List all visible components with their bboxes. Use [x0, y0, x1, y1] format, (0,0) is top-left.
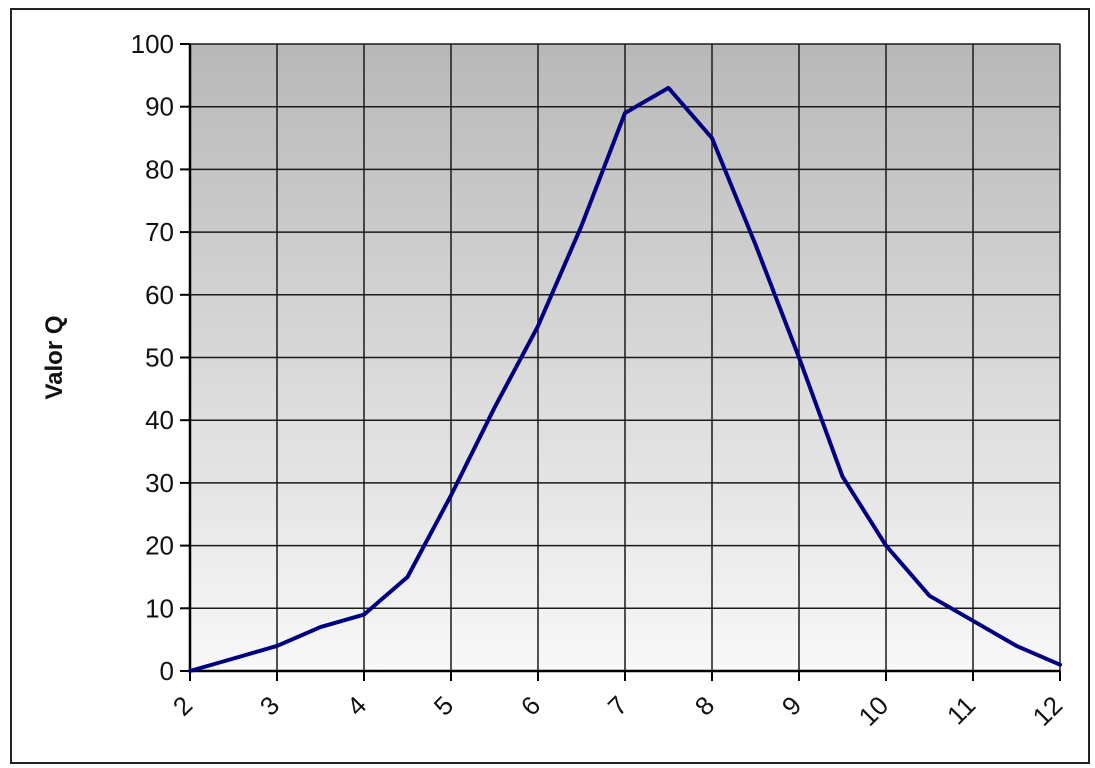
y-tick-label-70: 70: [145, 217, 174, 247]
x-tick-label-2: 2: [167, 690, 198, 721]
x-tick-label-10: 10: [853, 690, 895, 732]
y-tick-label-80: 80: [145, 154, 174, 184]
x-tick-label-8: 8: [689, 690, 720, 721]
y-tick-label-60: 60: [145, 280, 174, 310]
x-tick-label-4: 4: [341, 690, 372, 721]
y-tick-label-50: 50: [145, 343, 174, 373]
y-tick-label-10: 10: [145, 593, 174, 623]
y-tick-label-90: 90: [145, 92, 174, 122]
y-tick-labels: 0 10 20 30 40 50 60 70 80 90 100: [131, 29, 174, 686]
x-tick-labels: 2 3 4 5 6 7 8 9 10 11 12: [167, 690, 1068, 732]
y-tick-label-30: 30: [145, 468, 174, 498]
series-line-0: [188, 85, 1062, 673]
x-tick-label-3: 3: [254, 690, 285, 721]
y-tick-label-0: 0: [160, 656, 174, 686]
x-tick-label-7: 7: [602, 690, 633, 721]
x-tick-label-6: 6: [515, 690, 546, 721]
y-axis-label: Valor Q: [41, 315, 68, 399]
x-tick-label-9: 9: [776, 690, 807, 721]
y-tick-label-20: 20: [145, 531, 174, 561]
y-tick-label-40: 40: [145, 405, 174, 435]
axes: [180, 43, 1061, 681]
x-tick-label-12: 12: [1027, 690, 1069, 732]
y-tick-label-100: 100: [131, 29, 174, 59]
x-tick-label-11: 11: [941, 690, 981, 730]
x-tick-label-5: 5: [428, 690, 459, 721]
gridlines: [189, 43, 1061, 672]
series-group: [188, 85, 1062, 673]
